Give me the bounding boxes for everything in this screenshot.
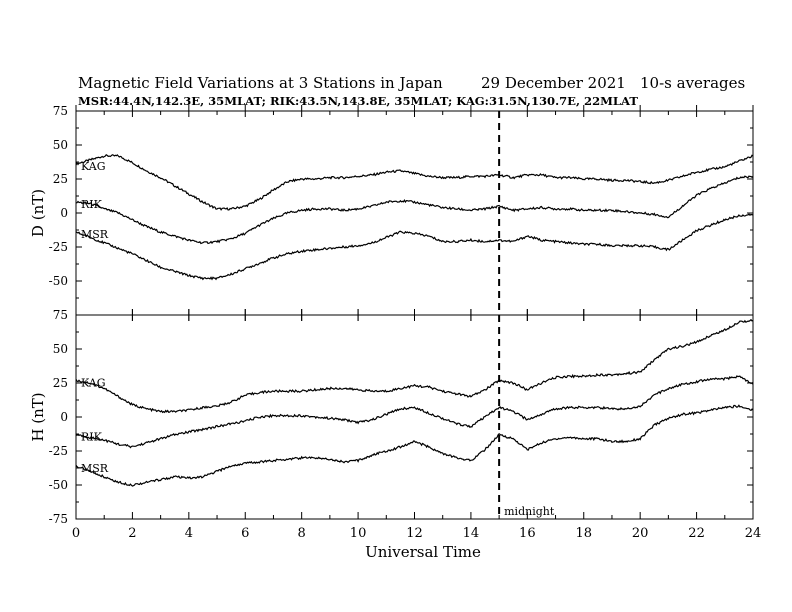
panel-h-ylabel: H (nT) <box>29 392 47 441</box>
x-tick-label: 14 <box>463 526 480 541</box>
series-line-h-msr <box>75 404 754 487</box>
series-label-d-kag: KAG <box>81 160 106 173</box>
y-tick-label: 75 <box>53 308 68 322</box>
midnight-label: midnight <box>504 505 555 518</box>
y-tick-label: 50 <box>53 138 68 152</box>
x-tick-label: 2 <box>128 526 136 541</box>
x-tick-label: 20 <box>632 526 649 541</box>
chart-date: 29 December 2021 <box>481 74 626 92</box>
series-line-h-rik <box>75 375 754 449</box>
y-tick-label: 50 <box>53 342 68 356</box>
x-tick-label: 18 <box>575 526 592 541</box>
series-label-h-kag: KAG <box>81 376 106 389</box>
chart-subtitle: MSR:44.4N,142.3E, 35MLAT; RIK:43.5N,143.… <box>78 94 638 108</box>
x-tick-label: 16 <box>519 526 536 541</box>
y-tick-label: -50 <box>49 274 68 288</box>
panel-h-frame <box>75 314 754 520</box>
y-tick-label: 75 <box>53 104 68 118</box>
y-tick-label: -75 <box>49 512 68 526</box>
x-tick-label: 4 <box>185 526 193 541</box>
x-axis-label: Universal Time <box>365 543 481 561</box>
series-label-h-msr: MSR <box>81 462 109 475</box>
y-tick-label: -25 <box>49 444 68 458</box>
x-tick-label: 10 <box>350 526 367 541</box>
series-label-h-rik: RIK <box>81 431 103 444</box>
y-tick-label: 25 <box>53 172 68 186</box>
x-tick-label: 22 <box>688 526 705 541</box>
axis-ticks: 0 2 4 6 8 10 12 14 16 18 20 22 247550250-25-50755025… <box>49 104 762 541</box>
series-line-d-msr <box>75 213 754 281</box>
y-tick-label: 0 <box>60 410 68 424</box>
y-tick-label: -50 <box>49 478 68 492</box>
x-tick-label: 6 <box>241 526 249 541</box>
y-tick-label: 0 <box>60 206 68 220</box>
series-label-d-rik: RIK <box>81 198 103 211</box>
x-tick-label: 0 <box>72 526 80 541</box>
panel-d-ylabel: D (nT) <box>29 189 47 237</box>
series-label-d-msr: MSR <box>81 228 109 241</box>
panel-d-frame <box>75 110 754 316</box>
x-tick-label: 24 <box>745 526 762 541</box>
y-tick-label: 25 <box>53 376 68 390</box>
chart-title: Magnetic Field Variations at 3 Stations … <box>78 74 443 92</box>
x-tick-label: 12 <box>406 526 423 541</box>
x-tick-label: 8 <box>298 526 306 541</box>
chart-averaging: 10-s averages <box>640 74 745 92</box>
series-line-d-rik <box>75 175 754 245</box>
y-tick-label: -25 <box>49 240 68 254</box>
series-layer: KAG RIK MSR KAG RIK MSR <box>75 154 754 487</box>
series-line-d-kag <box>75 154 754 211</box>
series-line-h-kag <box>75 318 754 414</box>
